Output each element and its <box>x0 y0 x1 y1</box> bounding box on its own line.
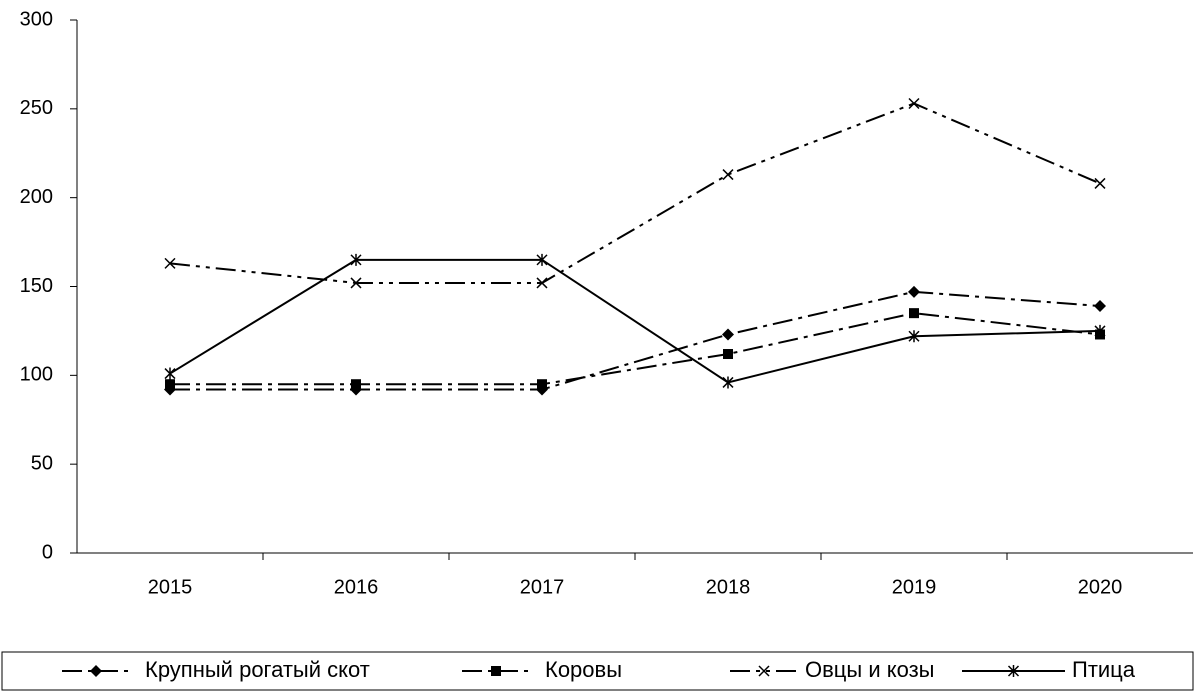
x-tick-label: 2020 <box>1078 576 1123 598</box>
marker <box>908 330 920 343</box>
legend-label: Овцы и козы <box>805 657 935 682</box>
marker <box>536 253 548 266</box>
legend-marker <box>491 666 501 676</box>
y-tick-label: 300 <box>20 8 53 30</box>
line <box>170 290 1101 391</box>
marker <box>165 379 175 390</box>
legend-marker <box>1007 665 1020 677</box>
x-tick-label: 2019 <box>892 576 937 598</box>
marker <box>536 277 548 289</box>
y-tick-label: 50 <box>31 452 53 474</box>
marker <box>908 285 920 298</box>
legend-box <box>1 651 1194 691</box>
line <box>169 258 1101 384</box>
marker <box>723 349 733 360</box>
y-tick-label: 0 <box>42 541 53 563</box>
y-tick-label: 200 <box>20 186 53 208</box>
marker <box>164 257 176 269</box>
marker <box>164 367 176 380</box>
marker <box>351 379 361 390</box>
marker <box>722 376 734 389</box>
marker <box>909 308 919 319</box>
line <box>169 102 1101 284</box>
x-tick-label: 2015 <box>148 576 193 598</box>
y-tick-label: 150 <box>20 275 53 297</box>
marker <box>722 328 734 341</box>
y-tick-label: 100 <box>20 364 53 386</box>
marker <box>1094 300 1106 313</box>
marker <box>908 97 920 110</box>
marker <box>1094 177 1106 189</box>
x-tick-label: 2017 <box>520 576 565 598</box>
marker <box>722 169 734 181</box>
y-tick-label: 250 <box>20 97 53 119</box>
marker <box>350 277 362 289</box>
x-tick-label: 2018 <box>706 576 751 598</box>
marker <box>350 253 362 266</box>
marker <box>537 379 547 390</box>
legend-label: Коровы <box>545 657 622 682</box>
legend-marker <box>758 665 770 677</box>
legend-label: Птица <box>1072 657 1136 682</box>
marker <box>1094 324 1106 337</box>
line <box>170 312 1101 386</box>
legend-label: Крупный рогатый скот <box>145 657 370 682</box>
x-tick-label: 2016 <box>334 576 379 598</box>
legend-marker <box>90 665 102 677</box>
